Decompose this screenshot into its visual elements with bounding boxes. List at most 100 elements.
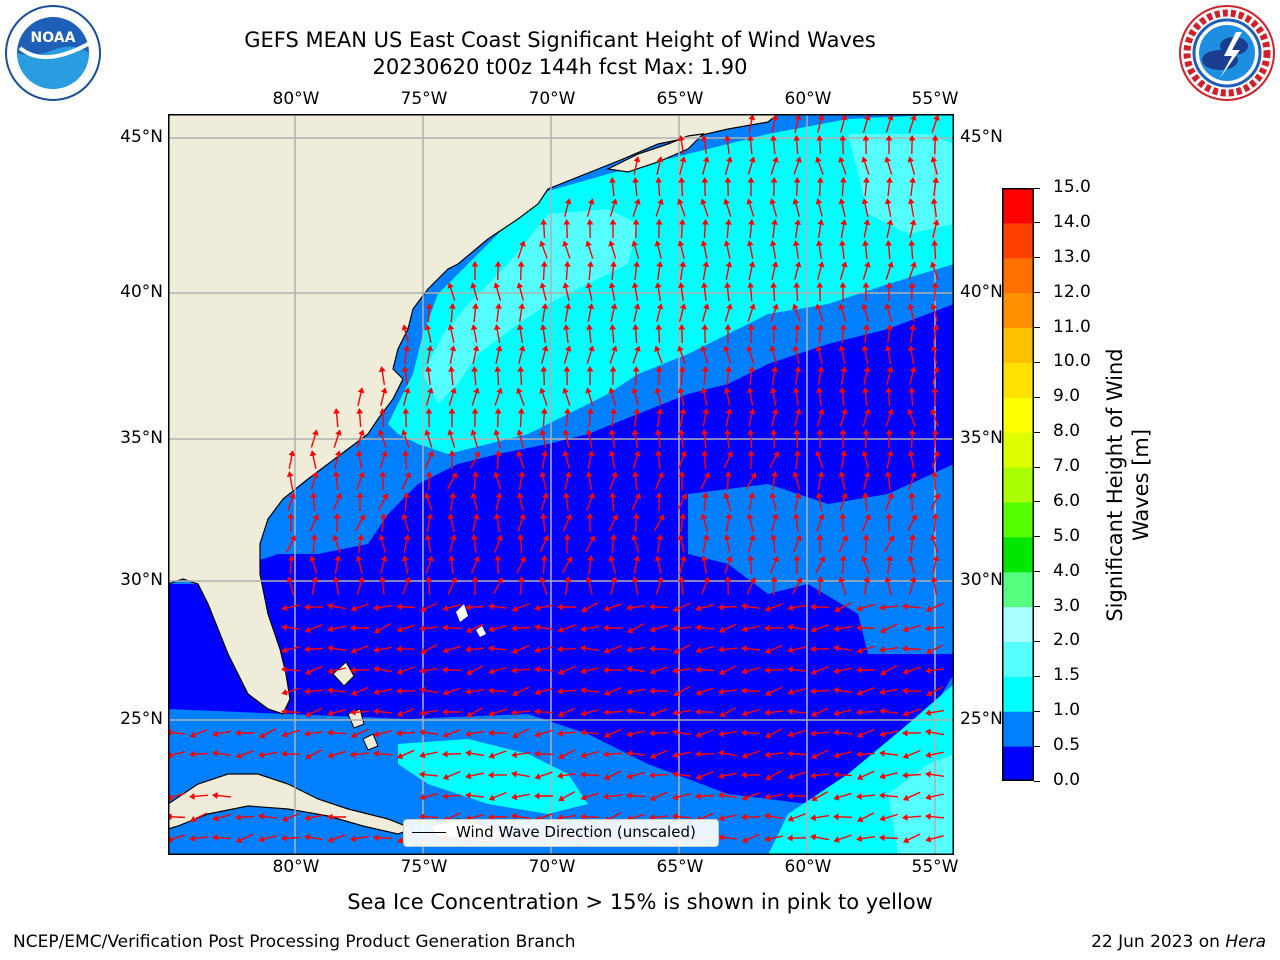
wave-direction-arrowhead [909, 219, 917, 226]
wave-direction-arrowhead [516, 324, 524, 331]
wave-direction-arrowhead [792, 513, 800, 520]
colorbar-tick-label: 9.0 [1053, 386, 1081, 407]
wave-direction-arrowhead [465, 626, 473, 634]
wave-direction-arrowhead [723, 345, 730, 352]
wave-direction-arrowhead [862, 135, 870, 141]
wave-direction-arrowhead [840, 366, 848, 373]
wave-direction-arrowhead [902, 668, 909, 675]
wave-direction-arrowhead [677, 240, 685, 247]
wave-direction-arrowhead [839, 240, 846, 246]
wave-direction-arrowhead [289, 492, 296, 499]
wave-direction-arrowhead [718, 834, 724, 841]
chart-title: GEFS MEAN US East Coast Significant Heig… [244, 28, 876, 52]
wave-direction-arrowhead [695, 708, 701, 716]
colorbar-tick-label: 12.0 [1053, 281, 1091, 302]
wave-direction-arrowhead [281, 666, 287, 674]
wave-direction-arrowhead [861, 450, 869, 457]
wave-direction-arrowhead [611, 514, 618, 521]
wave-direction-arrowhead [654, 429, 662, 436]
wave-direction-arrowhead [539, 429, 547, 436]
wave-direction-arrowhead [930, 198, 938, 205]
wave-direction-arrowhead [373, 688, 380, 696]
wave-direction-arrowhead [862, 282, 870, 288]
wave-direction-arrowhead [350, 835, 357, 843]
wave-direction-arrowhead [815, 156, 822, 163]
wave-direction-arrowhead [793, 324, 801, 330]
wave-direction-arrowhead [930, 576, 938, 583]
wave-direction-arrowhead [701, 366, 709, 372]
wave-direction-arrowhead [817, 471, 825, 478]
wave-direction-arrowhead [810, 668, 818, 675]
lat-tick-right-25n: 25°N [960, 709, 1003, 729]
wave-direction-arrowhead [839, 387, 846, 393]
wave-direction-arrowhead [534, 623, 541, 631]
wave-direction-arrowhead [902, 710, 909, 717]
wave-direction-arrowhead [447, 429, 454, 436]
wave-direction-arrowhead [926, 690, 933, 697]
wave-direction-arrowhead [792, 198, 800, 205]
colorbar-tick-mark [1034, 606, 1040, 608]
wave-direction-arrowhead [603, 605, 610, 612]
wave-direction-arrowhead [425, 366, 432, 372]
wave-direction-arrowhead [678, 177, 686, 183]
wave-direction-arrowhead [856, 689, 863, 696]
wave-direction-arrowhead [401, 555, 409, 562]
wave-direction-arrowhead [563, 219, 571, 225]
wave-direction-arrowhead [678, 324, 686, 330]
wave-direction-arrowhead [886, 450, 894, 457]
wave-direction-arrowhead [379, 408, 387, 414]
colorbar-tick-label: 1.0 [1053, 700, 1081, 721]
wave-direction-arrowhead [741, 729, 747, 737]
wave-direction-arrowhead [511, 666, 517, 674]
wave-direction-arrowhead [603, 689, 611, 696]
wave-direction-arrowhead [909, 324, 917, 331]
wave-direction-arrowhead [793, 555, 801, 561]
wave-direction-arrowhead [861, 555, 868, 562]
wave-direction-arrowhead [608, 429, 616, 436]
wave-direction-arrowhead [862, 387, 870, 393]
wave-direction-arrowhead [841, 492, 848, 499]
wave-direction-arrowhead [327, 836, 334, 843]
wave-direction-arrowhead [281, 750, 287, 758]
wave-direction-arrowhead [562, 282, 570, 289]
wave-direction-arrowhead [833, 686, 840, 694]
wave-direction-arrowhead [470, 429, 477, 436]
wave-direction-arrowhead [378, 366, 386, 373]
wave-direction-arrowhead [357, 534, 365, 541]
wave-direction-arrowhead [448, 303, 456, 309]
wave-direction-arrowhead [879, 750, 885, 757]
wave-direction-arrowhead [794, 219, 802, 226]
wave-direction-arrowhead [749, 303, 756, 310]
wave-direction-arrowhead [419, 728, 426, 736]
colorbar [1002, 188, 1034, 781]
colorbar-tick-label: 4.0 [1053, 560, 1081, 581]
colorbar-tick-mark [1034, 640, 1040, 642]
wave-direction-arrowhead [818, 556, 826, 563]
map-frame [168, 114, 954, 855]
wave-direction-arrowhead [932, 555, 940, 562]
wave-direction-arrowhead [473, 555, 480, 563]
wave-direction-arrowhead [909, 366, 917, 373]
wave-direction-arrowhead [626, 772, 633, 780]
wave-direction-arrowhead [886, 219, 894, 226]
wave-direction-arrowhead [304, 833, 311, 841]
wave-direction-arrowhead [746, 198, 753, 205]
wave-direction-arrowhead [702, 534, 710, 541]
wave-direction-arrowhead [818, 513, 825, 520]
wave-direction-arrowhead [403, 534, 411, 541]
wave-direction-arrowhead [212, 749, 219, 757]
wave-direction-arrowhead [679, 261, 687, 268]
ocean-1.5-2-zone [423, 209, 638, 404]
wave-direction-arrowhead [633, 408, 641, 415]
wave-direction-arrowhead [335, 429, 342, 436]
wave-direction-arrowhead [750, 472, 757, 479]
lat-tick-right-45n: 45°N [960, 127, 1003, 147]
wave-direction-arrowhead [856, 835, 863, 843]
wave-direction-arrowhead [680, 450, 687, 457]
wave-direction-arrowhead [471, 408, 479, 414]
wave-direction-arrowhead [810, 645, 816, 653]
wave-direction-arrowhead [381, 493, 389, 500]
wave-direction-arrowhead [656, 534, 664, 541]
wave-direction-arrowhead [534, 792, 540, 800]
wave-direction-arrowhead [419, 793, 426, 801]
